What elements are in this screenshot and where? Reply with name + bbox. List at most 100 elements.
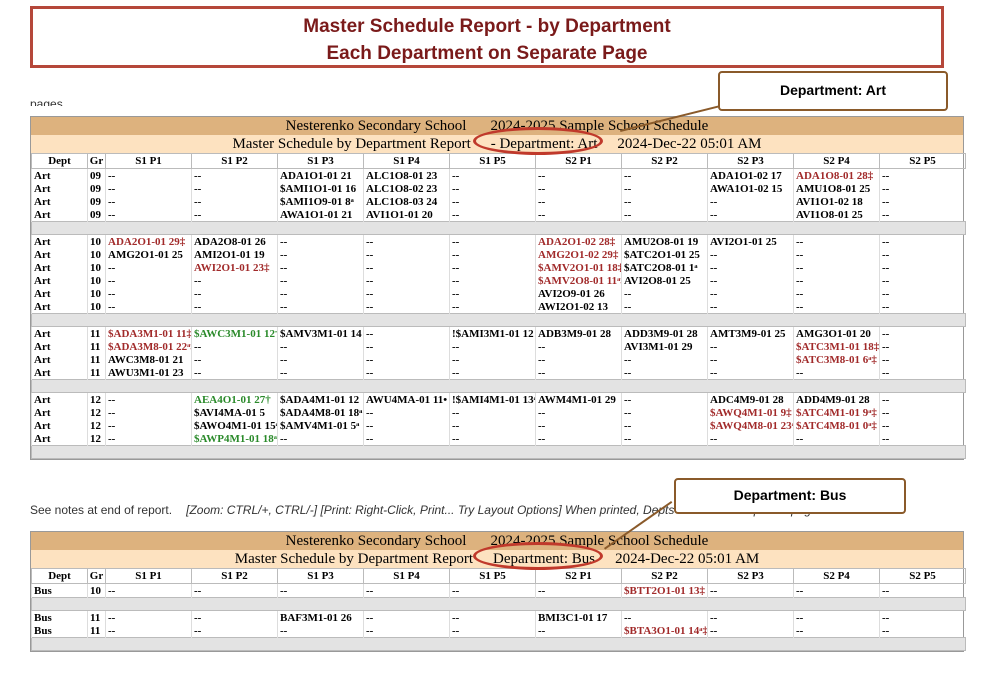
grade-cell: 10 — [87, 261, 106, 274]
grade-cell: 09 — [87, 208, 106, 222]
course-cell: -- — [535, 406, 622, 419]
course-cell: -- — [105, 583, 192, 598]
course-cell: -- — [707, 300, 794, 314]
course-cell: AVI3M1-01 29 — [621, 340, 708, 353]
course-cell: -- — [879, 366, 966, 380]
course-cell: -- — [277, 340, 364, 353]
course-cell: -- — [879, 182, 966, 195]
dept-cell: Art — [31, 366, 88, 380]
course-cell: AMG2O1-02 29‡ — [535, 248, 622, 261]
dept-cell: Art — [31, 326, 88, 340]
course-cell: -- — [535, 583, 622, 598]
course-cell: -- — [363, 261, 450, 274]
table-row: Art 11 AWC3M8-01 21 -- -- -- -- -- -- -- $ATC3M8-0… — [31, 353, 966, 366]
grade-separator — [31, 597, 966, 611]
course-cell: -- — [191, 583, 278, 598]
column-header: S1 P1 — [105, 153, 192, 169]
course-cell: -- — [449, 340, 536, 353]
course-cell: -- — [707, 624, 794, 638]
course-cell: -- — [793, 610, 880, 624]
bus-department-callout: Department: Bus — [674, 478, 906, 514]
course-cell: -- — [793, 248, 880, 261]
course-cell: -- — [105, 261, 192, 274]
grade-cell: 10 — [87, 274, 106, 287]
table-row: Art 12 -- $AWO4M1-01 15ᵃ $AMV4M1-01 5ᵃ -- -- --… — [31, 419, 966, 432]
course-cell: -- — [793, 261, 880, 274]
grade-cell: 10 — [87, 234, 106, 248]
course-cell: AEA4O1-01 27† — [191, 392, 278, 406]
course-cell: $AMV2O1-01 18‡ — [535, 261, 622, 274]
dept-cell: Art — [31, 234, 88, 248]
course-cell: -- — [191, 340, 278, 353]
course-cell: -- — [535, 432, 622, 446]
schedule-table: Dept Gr S1 P1 S1 P2 S1 P3 S1 P4 S1 P5 S2 P1 S2 P… — [31, 153, 966, 459]
table-row: Art 11 $ADA3M1-01 11‡ $AWC3M1-01 12† $AMV3M1… — [31, 326, 966, 340]
course-cell: -- — [191, 610, 278, 624]
course-cell: -- — [707, 353, 794, 366]
course-cell: -- — [363, 419, 450, 432]
course-cell: -- — [105, 182, 192, 195]
report-timestamp: 2024-Dec-22 05:01 AM — [617, 136, 762, 152]
table-row: Art 09 -- -- ADA1O1-01 21 ALC1O8-01 23 -- -- -- A… — [31, 168, 966, 182]
course-cell: AMG3O1-01 20 — [793, 326, 880, 340]
course-cell: $AMI1O9-01 8ᵃ — [277, 195, 364, 208]
course-cell: AVI1O1-02 18 — [793, 195, 880, 208]
course-cell: BMI3C1-01 17 — [535, 610, 622, 624]
course-cell: -- — [449, 168, 536, 182]
course-cell: -- — [277, 583, 364, 598]
column-header: Dept — [31, 153, 88, 169]
course-cell: $AVI4MA-01 5 — [191, 406, 278, 419]
course-cell: -- — [707, 208, 794, 222]
course-cell: -- — [363, 248, 450, 261]
course-cell: -- — [363, 366, 450, 380]
dept-cell: Art — [31, 432, 88, 446]
dept-cell: Bus — [31, 610, 88, 624]
course-cell: -- — [363, 274, 450, 287]
banner-title: Master Schedule Report - by Department — [303, 16, 671, 37]
course-cell: -- — [621, 406, 708, 419]
course-cell: -- — [449, 208, 536, 222]
course-cell: $ATC3M1-01 18‡ — [793, 340, 880, 353]
course-cell: -- — [363, 326, 450, 340]
course-cell: -- — [535, 340, 622, 353]
report-subtitle: Master Schedule by Department Report — [234, 551, 474, 567]
course-cell: ADB3M9-01 28 — [535, 326, 622, 340]
grade-separator — [31, 221, 966, 235]
column-header: S1 P3 — [277, 568, 364, 584]
course-cell: -- — [793, 624, 880, 638]
grade-separator — [31, 637, 966, 651]
table-row: Bus 11 -- -- -- -- -- -- $BTA3O1-01 14ᵃ‡ -- -- -- — [31, 624, 966, 638]
course-cell: -- — [363, 353, 450, 366]
course-cell: -- — [621, 287, 708, 300]
dept-cell: Art — [31, 274, 88, 287]
course-cell: -- — [879, 248, 966, 261]
course-cell: $AMV4M1-01 5ᵃ — [277, 419, 364, 432]
course-cell: -- — [707, 195, 794, 208]
grade-cell: 11 — [87, 340, 106, 353]
course-cell: $AWQ4M8-01 23ᵃ‡ — [707, 419, 794, 432]
column-header: S2 P4 — [793, 153, 880, 169]
course-cell: $ADA4M8-01 18ᵃ — [277, 406, 364, 419]
course-cell: -- — [191, 195, 278, 208]
course-cell: -- — [277, 624, 364, 638]
course-cell: -- — [879, 340, 966, 353]
grade-cell: 11 — [87, 326, 106, 340]
course-cell: -- — [105, 610, 192, 624]
course-cell: -- — [535, 353, 622, 366]
course-cell: AWM4M1-01 29 — [535, 392, 622, 406]
course-cell: -- — [535, 419, 622, 432]
course-cell: -- — [105, 624, 192, 638]
course-cell: ALC1O8-02 23 — [363, 182, 450, 195]
course-cell: -- — [621, 353, 708, 366]
course-cell: ALC1O8-01 23 — [363, 168, 450, 182]
dept-cell: Art — [31, 248, 88, 261]
course-cell: -- — [277, 234, 364, 248]
dept-cell: Art — [31, 208, 88, 222]
grade-cell: 12 — [87, 406, 106, 419]
course-cell: -- — [621, 182, 708, 195]
school-name: Nesterenko Secondary School — [285, 533, 467, 549]
grade-cell: 11 — [87, 366, 106, 380]
course-cell: -- — [879, 261, 966, 274]
course-cell: -- — [449, 610, 536, 624]
course-cell: -- — [707, 248, 794, 261]
